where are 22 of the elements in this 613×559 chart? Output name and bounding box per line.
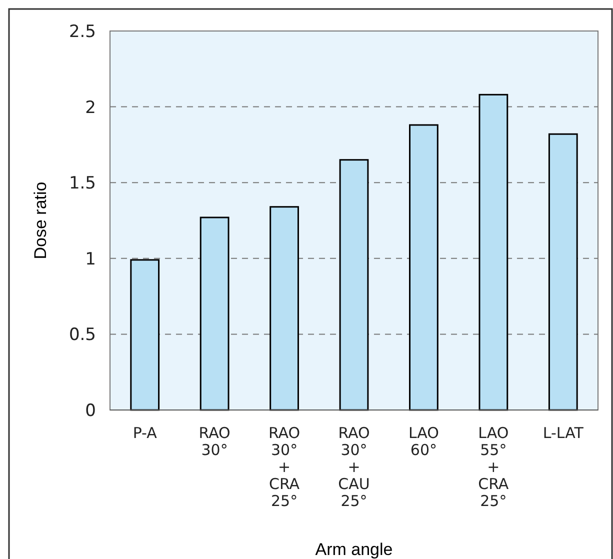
x-tick-label: RAO 30° + CRA 25° [268, 424, 300, 510]
bar [200, 216, 230, 411]
bar [130, 259, 160, 411]
x-tick-label: P-A [132, 424, 158, 442]
x-tick-label: RAO 30° [198, 424, 230, 459]
y-tick-label: 2.5 [68, 22, 96, 42]
x-tick-label: RAO 30° + CAU 25° [338, 424, 370, 510]
x-tick-label: L-LAT [542, 424, 584, 442]
y-tick-label: 1 [85, 249, 96, 270]
bar [270, 206, 299, 411]
bar [478, 94, 508, 411]
x-tick-label: LAO 60° [408, 424, 439, 459]
bar [409, 124, 438, 411]
y-axis-title: Dose ratio [31, 182, 50, 260]
y-tick-label: 0 [85, 400, 96, 421]
bar [548, 133, 578, 411]
y-tick-label: 0.5 [68, 325, 96, 346]
x-tick-label: LAO 55° + CRA 25° [478, 424, 510, 510]
bar [339, 159, 369, 411]
x-axis-title: Arm angle [315, 540, 393, 559]
y-tick-label: 2 [85, 98, 96, 118]
y-tick-label: 1.5 [68, 174, 96, 194]
